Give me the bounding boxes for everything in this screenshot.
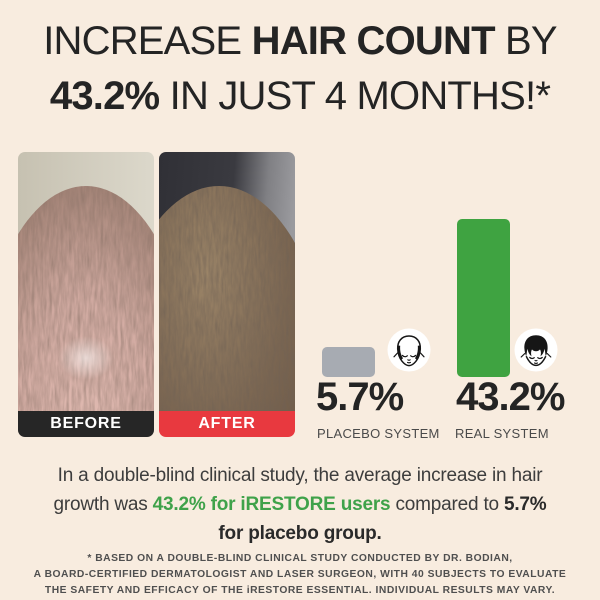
study-text: growth was — [53, 494, 153, 515]
disclaimer-line-1: * BASED ON A DOUBLE-BLIND CLINICAL STUDY… — [87, 553, 513, 564]
placebo-value: 5.7% — [316, 375, 404, 419]
disclaimer-line-3: THE SAFETY AND EFFICACY OF THE iRESTORE … — [44, 585, 556, 596]
headline-bold-percent: 43.2% — [49, 74, 160, 118]
headline-line-1: INCREASE HAIR COUNT BY — [0, 14, 600, 69]
after-label: AFTER — [159, 411, 295, 437]
before-scalp-image — [18, 152, 154, 412]
placebo-category-label: PLACEBO SYSTEM — [317, 426, 440, 441]
placebo-bar — [322, 347, 375, 377]
headline-text: INCREASE — [43, 19, 252, 63]
real-bar — [457, 219, 510, 377]
headline-line-2: 43.2% IN JUST 4 MONTHS!* — [0, 69, 600, 124]
study-line-3: for placebo group. — [218, 523, 382, 544]
before-photo: BEFORE — [18, 152, 154, 437]
study-line-1: In a double-blind clinical study, the av… — [57, 465, 543, 486]
page-title: INCREASE HAIR COUNT BY 43.2% IN JUST 4 M… — [0, 14, 600, 124]
study-summary: In a double-blind clinical study, the av… — [0, 461, 600, 548]
disclaimer-line-2: A BOARD-CERTIFIED DERMATOLOGIST AND LASE… — [33, 569, 567, 580]
after-scalp-image — [159, 152, 295, 412]
before-label: BEFORE — [18, 411, 154, 437]
disclaimer: * BASED ON A DOUBLE-BLIND CLINICAL STUDY… — [0, 551, 600, 599]
after-photo: AFTER — [159, 152, 295, 437]
bald-head-icon — [387, 328, 431, 372]
study-bold-percent: 5.7% — [503, 494, 547, 515]
full-hair-head-icon — [514, 328, 558, 372]
headline-text: BY — [494, 19, 558, 63]
headline-text: IN JUST 4 MONTHS!* — [159, 74, 551, 118]
real-category-label: REAL SYSTEM — [455, 426, 549, 441]
study-green-highlight: 43.2% for iRESTORE users — [152, 494, 391, 515]
real-value: 43.2% — [456, 375, 565, 419]
study-text: compared to — [390, 494, 504, 515]
headline-bold-text: HAIR COUNT — [251, 19, 496, 63]
study-line-2: growth was 43.2% for iRESTORE users comp… — [0, 490, 600, 519]
